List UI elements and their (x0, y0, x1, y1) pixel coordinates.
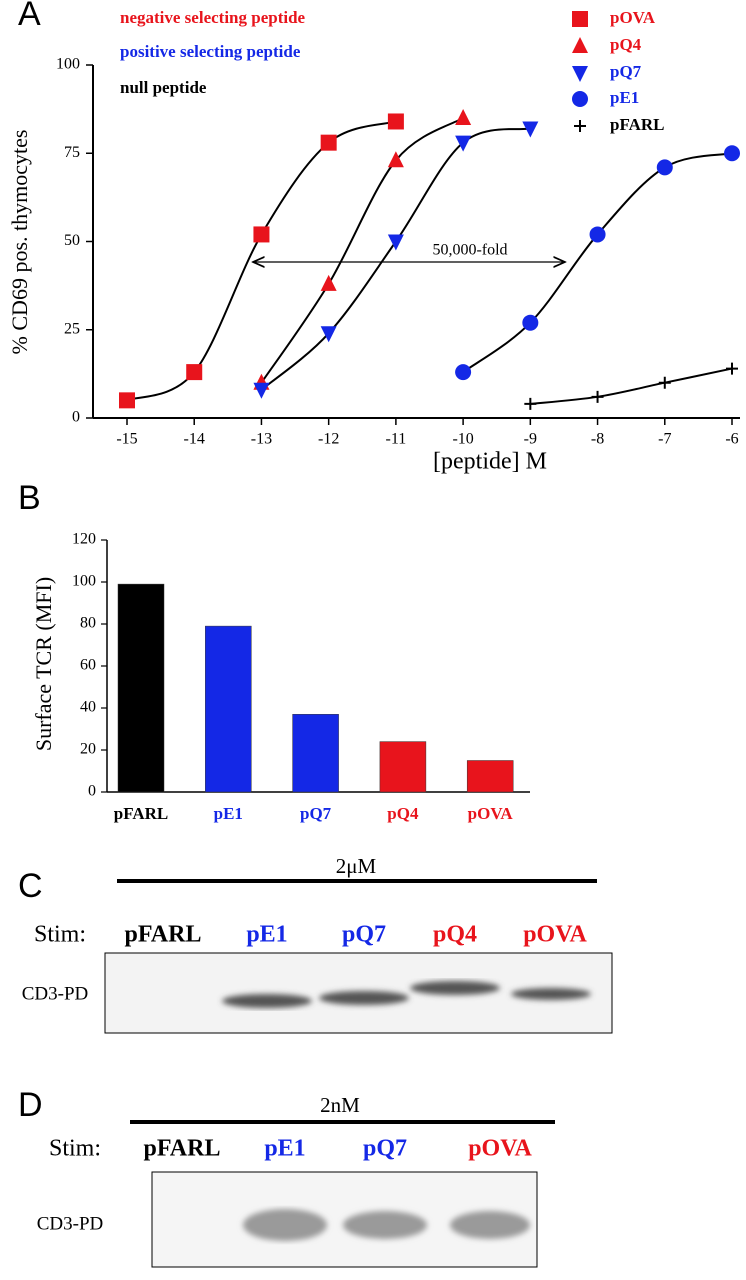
marker (455, 364, 472, 381)
annotation: 50,000-fold (432, 242, 507, 259)
marker (522, 314, 539, 331)
marker (320, 326, 337, 343)
panel-label: A (18, 0, 41, 33)
fit-curve (462, 152, 733, 373)
marker (320, 274, 337, 291)
legend-label: pQ4 (610, 35, 642, 54)
lane-label: pFARL (125, 922, 202, 948)
fit-curve (530, 367, 733, 405)
annotation: null peptide (120, 78, 207, 97)
y-axis-label: Surface TCR (MFI) (31, 577, 56, 751)
marker (574, 120, 586, 132)
x-tick-label: -9 (524, 431, 537, 448)
lane-label: pE1 (264, 1136, 305, 1162)
marker (455, 108, 472, 125)
y-tick-label: 60 (80, 657, 96, 674)
marker (572, 11, 588, 27)
legend-label: pFARL (610, 115, 664, 134)
bar (205, 625, 252, 793)
concentration: 2μM (336, 854, 377, 878)
bands (222, 981, 591, 1008)
marker (658, 376, 671, 389)
lane-label: pQ7 (363, 1136, 407, 1162)
x-tick-label: -8 (591, 431, 604, 448)
x-axis-label: [peptide] M (433, 449, 547, 475)
y-tick-label: 20 (80, 741, 96, 758)
marker (724, 145, 740, 162)
y-tick-label: 40 (80, 699, 96, 716)
bar (292, 714, 339, 793)
marker (119, 392, 135, 409)
fit-curve (260, 127, 531, 391)
annotation: negative selecting peptide (120, 8, 306, 27)
panel-label: B (18, 479, 41, 517)
x-tick-label: pOVA (468, 804, 514, 823)
bar (117, 583, 165, 793)
x-tick-label: -13 (251, 431, 272, 448)
bands (243, 1209, 530, 1241)
y-tick-label: 100 (56, 56, 80, 73)
y-tick-label: 50 (64, 232, 80, 249)
marker (186, 364, 203, 381)
x-tick-label: -14 (184, 431, 205, 448)
y-tick-label: 80 (80, 615, 96, 632)
legend-label: pE1 (610, 88, 639, 107)
y-tick-label: 100 (72, 573, 96, 590)
x-tick-label: pQ4 (387, 804, 419, 823)
x-tick-label: -10 (452, 431, 473, 448)
marker (455, 135, 472, 152)
x-tick-label: -6 (725, 431, 738, 448)
marker (387, 234, 404, 251)
legend-label: pOVA (610, 8, 656, 27)
annotation: positive selecting peptide (120, 42, 301, 61)
bar (466, 760, 514, 793)
marker (726, 362, 738, 375)
marker (572, 66, 588, 82)
marker (656, 159, 673, 176)
stim-label: Stim: (49, 1136, 101, 1162)
x-tick-label: -11 (386, 431, 407, 448)
marker (522, 121, 539, 138)
y-tick-label: 75 (64, 144, 80, 161)
stim-label: Stim: (34, 922, 86, 948)
marker (253, 382, 270, 399)
lane-label: pQ7 (342, 922, 386, 948)
bar (379, 741, 427, 793)
marker (387, 151, 404, 168)
marker (572, 91, 588, 107)
concentration: 2nM (320, 1093, 360, 1117)
y-tick-label: 120 (72, 531, 96, 548)
marker (589, 226, 606, 243)
y-tick-label: 0 (72, 409, 80, 426)
marker (591, 390, 604, 403)
y-tick-label: 25 (64, 320, 80, 337)
marker (524, 397, 537, 410)
fit-curve (260, 117, 464, 384)
y-tick-label: 0 (88, 783, 96, 800)
readout-label: CD3-PD (22, 983, 89, 1004)
marker (387, 113, 404, 130)
marker (572, 37, 588, 53)
x-tick-label: pQ7 (300, 804, 332, 823)
lane-label: pQ4 (433, 922, 477, 948)
x-tick-label: pE1 (214, 804, 243, 823)
panel-label: D (18, 1086, 43, 1124)
marker (253, 226, 270, 243)
fit-curve (126, 120, 397, 402)
lane-label: pOVA (468, 1136, 532, 1162)
lane-label: pE1 (246, 922, 287, 948)
x-tick-label: -7 (658, 431, 671, 448)
lane-label: pOVA (523, 922, 587, 948)
panel-label: C (18, 867, 43, 905)
legend-label: pQ7 (610, 62, 642, 81)
lane-label: pFARL (144, 1136, 221, 1162)
x-tick-label: pFARL (114, 804, 168, 823)
marker (320, 134, 337, 151)
readout-label: CD3-PD (37, 1213, 104, 1234)
x-tick-label: -15 (116, 431, 137, 448)
y-axis-label: % CD69 pos. thymocytes (7, 130, 32, 355)
x-tick-label: -12 (318, 431, 339, 448)
